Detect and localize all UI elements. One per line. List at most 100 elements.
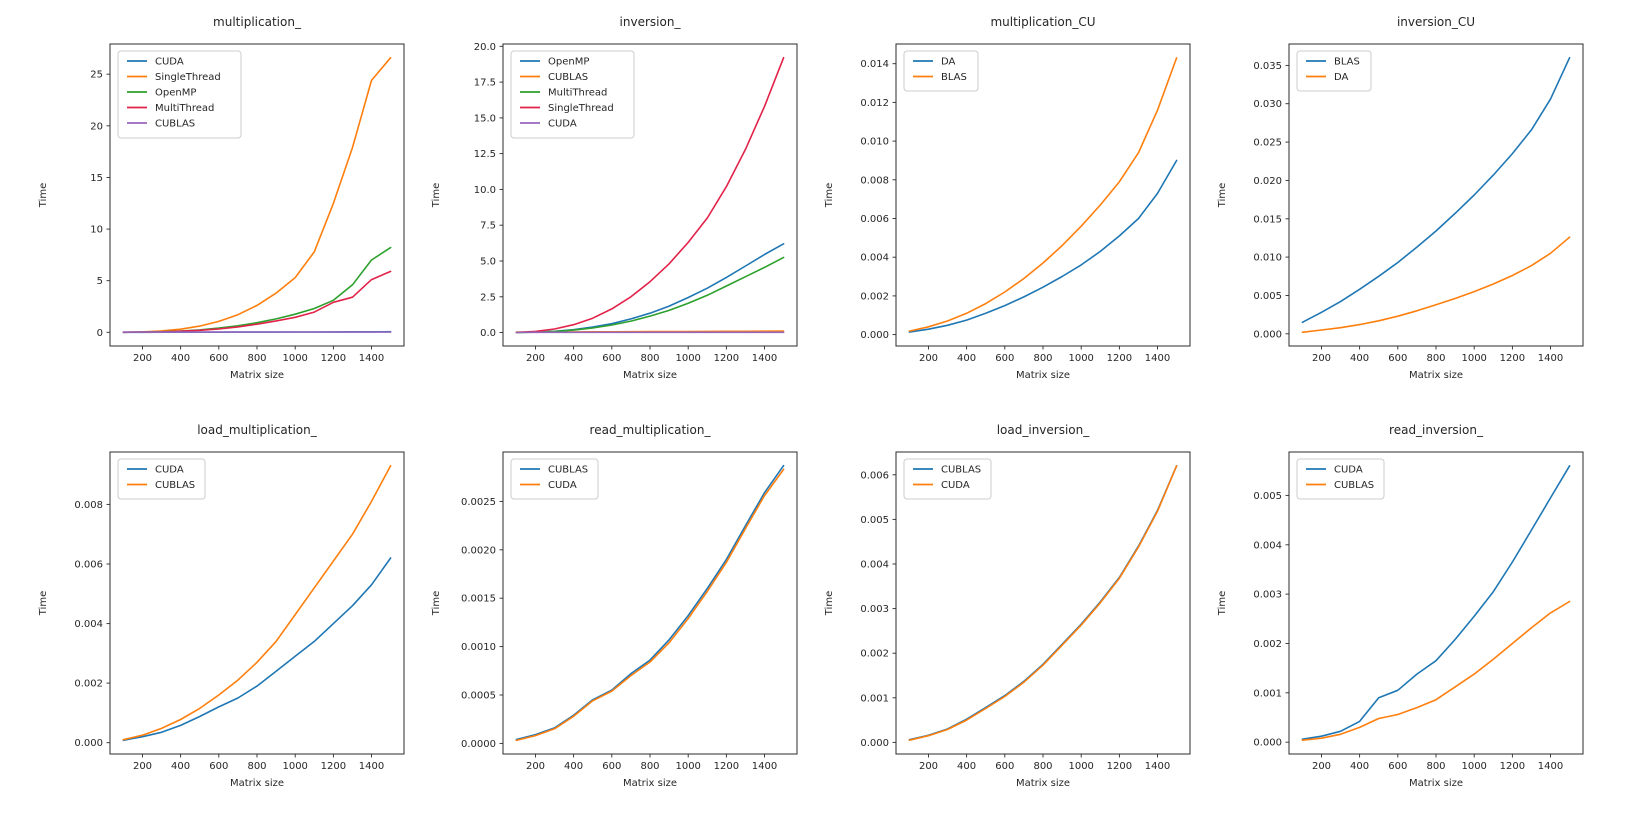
legend-label-BLAS: BLAS	[1334, 57, 1360, 68]
y-tick-label: 7.5	[480, 221, 496, 232]
x-tick-label: 400	[564, 353, 583, 364]
x-tick-label: 600	[209, 353, 228, 364]
x-tick-label: 1200	[1500, 353, 1525, 364]
x-axis-label: Matrix size	[230, 370, 284, 381]
legend-box	[117, 50, 242, 139]
y-tick-label: 0.005	[1253, 491, 1282, 502]
series-line-CUDA	[515, 468, 785, 742]
x-tick-label: 800	[1426, 353, 1445, 364]
legend-label-OpenMP: OpenMP	[548, 57, 589, 68]
legend-label-MultiThread: MultiThread	[155, 103, 214, 114]
x-tick-label: 1000	[675, 761, 700, 772]
y-tick-label: 15	[90, 173, 103, 184]
y-tick-label: 12.5	[474, 149, 496, 160]
y-tick-label: 0.008	[860, 175, 889, 186]
legend-label-CUBLAS: CUBLAS	[548, 465, 588, 476]
y-axis-label: Time	[824, 591, 835, 616]
x-tick-label: 400	[1350, 353, 1369, 364]
subplot-load-multiplication: load_multiplication_ 200 400 600 800 1000 120…	[30, 418, 418, 810]
y-tick-label: 0.000	[74, 738, 103, 749]
legend-label-CUDA: CUDA	[548, 119, 577, 130]
legend-label-CUDA: CUDA	[548, 480, 577, 491]
y-tick-label: 0.002	[74, 679, 103, 690]
y-tick-label: 0.001	[1253, 688, 1282, 699]
y-tick-label: 0.0010	[461, 642, 496, 653]
y-tick-label: 0.020	[1253, 176, 1282, 187]
series-line-SingleThread	[122, 56, 392, 334]
legend-label-CUBLAS: CUBLAS	[155, 480, 195, 491]
x-tick-label: 200	[919, 353, 938, 364]
y-axis-label: Time	[38, 591, 49, 616]
chart-canvas: 200 400 600 800 1000 1200 1400 0.000 0.005 0.010 0…	[1217, 43, 1584, 381]
plot-area	[895, 43, 1191, 347]
x-tick-label: 600	[602, 353, 621, 364]
legend-label-CUBLAS: CUBLAS	[941, 465, 981, 476]
x-tick-label: 800	[640, 761, 659, 772]
legend-label-CUDA: CUDA	[1334, 465, 1363, 476]
x-axis-label: Matrix size	[1409, 370, 1463, 381]
x-tick-label: 1200	[321, 761, 346, 772]
y-tick-label: 0.002	[860, 649, 889, 660]
x-tick-label: 1000	[675, 353, 700, 364]
plot-area	[1288, 43, 1584, 347]
y-tick-label: 0.0025	[461, 497, 496, 508]
y-tick-label: 15.0	[474, 113, 496, 124]
legend-label-MultiThread: MultiThread	[548, 88, 607, 99]
y-tick-label: 0.001	[860, 693, 889, 704]
legend: CUDA CUBLAS	[117, 458, 206, 500]
subplot-load-inversion: load_inversion_ 200 400 600 800 1000 1200 1400…	[816, 418, 1204, 810]
chart-title: multiplication_CU	[990, 15, 1096, 29]
x-tick-label: 200	[1312, 353, 1331, 364]
y-tick-label: 5.0	[480, 257, 496, 268]
series-line-DA	[908, 159, 1178, 333]
legend-label-CUBLAS: CUBLAS	[155, 119, 195, 130]
x-tick-label: 1200	[321, 353, 346, 364]
series-line-BLAS	[1301, 56, 1571, 324]
y-tick-label: 0.010	[1253, 253, 1282, 264]
series-line-CUDA	[908, 464, 1178, 742]
x-tick-label: 1400	[359, 353, 384, 364]
x-tick-label: 1000	[1461, 761, 1486, 772]
chart-title: load_inversion_	[996, 423, 1090, 437]
legend-label-CUDA: CUDA	[941, 480, 970, 491]
x-tick-label: 1400	[752, 761, 777, 772]
y-tick-label: 0.005	[860, 515, 889, 526]
y-tick-label: 0.035	[1253, 61, 1282, 72]
x-tick-label: 600	[995, 761, 1014, 772]
y-tick-label: 0.002	[860, 291, 889, 302]
y-tick-label: 10.0	[474, 185, 496, 196]
y-axis-label: Time	[1217, 591, 1228, 616]
x-tick-label: 200	[526, 761, 545, 772]
series-line-CUBLAS	[1301, 600, 1571, 742]
chart-canvas: 200 400 600 800 1000 1200 1400 0.000 0.002 0.004 0…	[824, 43, 1191, 381]
y-tick-label: 0.0015	[461, 594, 496, 605]
legend-label-CUBLAS: CUBLAS	[548, 72, 588, 83]
chart-title: read_inversion_	[1389, 423, 1483, 437]
x-tick-label: 1200	[1500, 761, 1525, 772]
chart-title: read_multiplication_	[589, 423, 711, 437]
x-tick-label: 400	[957, 353, 976, 364]
legend-label-OpenMP: OpenMP	[155, 88, 196, 99]
chart-title: inversion_CU	[1396, 15, 1476, 29]
y-tick-label: 20	[90, 121, 103, 132]
x-tick-label: 400	[1350, 761, 1369, 772]
subplot-read-inversion: read_inversion_ 200 400 600 800 1000 1200 1400…	[1209, 418, 1597, 810]
legend-label-CUBLAS: CUBLAS	[1334, 480, 1374, 491]
x-tick-label: 600	[1388, 353, 1407, 364]
series-line-SingleThread	[515, 56, 785, 334]
chart-title: load_multiplication_	[197, 423, 317, 437]
x-tick-label: 1200	[1107, 761, 1132, 772]
chart-canvas: 200 400 600 800 1000 1200 1400 0 5 10 15 20 25 Matrix…	[38, 43, 405, 381]
legend: BLAS DA	[1296, 50, 1372, 92]
chart-canvas: 200 400 600 800 1000 1200 1400 0.0 2.5 5.0 7.5 10.0…	[431, 42, 798, 381]
legend: CUDA CUBLAS	[1296, 458, 1385, 500]
x-axis-label: Matrix size	[623, 370, 677, 381]
plot-area	[502, 451, 798, 755]
legend: CUBLAS CUDA	[903, 458, 992, 500]
x-tick-label: 1400	[752, 353, 777, 364]
x-tick-label: 600	[209, 761, 228, 772]
chart-canvas: 200 400 600 800 1000 1200 1400 0.000 0.001 0.002 0…	[1217, 451, 1584, 789]
y-tick-label: 5	[97, 276, 103, 287]
y-tick-label: 0.025	[1253, 138, 1282, 149]
y-tick-label: 0.003	[1253, 590, 1282, 601]
